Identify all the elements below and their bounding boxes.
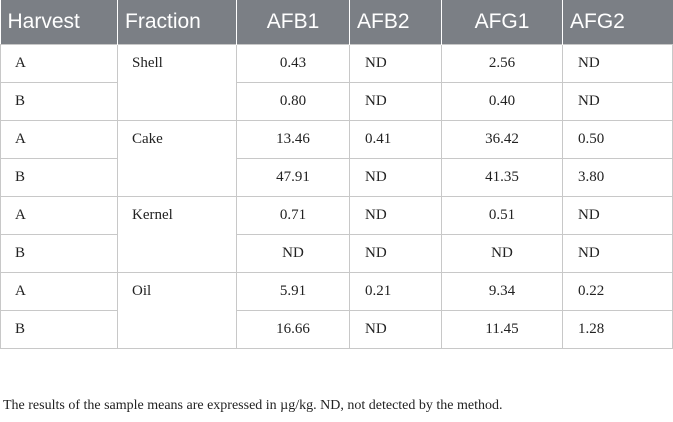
table-body: A Shell 0.43 ND 2.56 ND B 0.80 ND 0.40 N… (0, 44, 673, 349)
header-row: Harvest Fraction AFB1 AFB2 AFG1 AFG2 (0, 0, 673, 45)
table-footnote: The results of the sample means are expr… (3, 398, 503, 413)
cell-afg1: 9.34 (441, 272, 563, 311)
cell-harvest: A (0, 120, 118, 159)
cell-afg2: 0.22 (562, 272, 673, 311)
aflatoxin-table: Harvest Fraction AFB1 AFB2 AFG1 AFG2 A S… (0, 0, 673, 349)
cell-afg2: 3.80 (562, 158, 673, 197)
table-row: B 0.80 ND 0.40 ND (0, 82, 673, 121)
header-afg2: AFG2 (562, 0, 673, 45)
cell-harvest: A (0, 196, 118, 235)
cell-afb1: 16.66 (236, 310, 350, 349)
header-afb2: AFB2 (349, 0, 442, 45)
cell-fraction: Cake (117, 120, 237, 197)
cell-harvest: B (0, 158, 118, 197)
cell-harvest: A (0, 272, 118, 311)
table-row: A Shell 0.43 ND 2.56 ND (0, 44, 673, 121)
table-row: A Oil 5.91 0.21 9.34 0.22 (0, 272, 673, 349)
table-header: Harvest Fraction AFB1 AFB2 AFG1 AFG2 (0, 0, 673, 45)
header-fraction: Fraction (117, 0, 237, 45)
cell-afg2: 0.50 (562, 120, 673, 159)
cell-harvest: B (0, 234, 118, 273)
cell-afg1: 36.42 (441, 120, 563, 159)
cell-afb2: 0.21 (349, 272, 442, 311)
cell-afb1: ND (236, 234, 350, 273)
cell-afg1: 2.56 (441, 44, 563, 83)
cell-afg1: 0.40 (441, 82, 563, 121)
table-row: B ND ND ND ND (0, 234, 673, 273)
cell-afb2: ND (349, 196, 442, 235)
cell-afb2: ND (349, 158, 442, 197)
cell-afg2: ND (562, 234, 673, 273)
cell-fraction: Kernel (117, 196, 237, 273)
table-row: A Kernel 0.71 ND 0.51 ND (0, 196, 673, 273)
cell-afb2: ND (349, 234, 442, 273)
cell-afb2: ND (349, 82, 442, 121)
header-afg1: AFG1 (441, 0, 563, 45)
cell-afg1: 0.51 (441, 196, 563, 235)
cell-harvest: B (0, 82, 118, 121)
header-harvest: Harvest (0, 0, 118, 45)
cell-afg2: 1.28 (562, 310, 673, 349)
cell-harvest: A (0, 44, 118, 83)
cell-afb1: 47.91 (236, 158, 350, 197)
cell-afb1: 5.91 (236, 272, 350, 311)
cell-harvest: B (0, 310, 118, 349)
cell-afg2: ND (562, 44, 673, 83)
table-row: B 16.66 ND 11.45 1.28 (0, 310, 673, 349)
header-afb1: AFB1 (236, 0, 350, 45)
cell-afg1: 41.35 (441, 158, 563, 197)
cell-afb1: 0.71 (236, 196, 350, 235)
cell-afb2: 0.41 (349, 120, 442, 159)
cell-afb2: ND (349, 310, 442, 349)
cell-fraction: Shell (117, 44, 237, 121)
cell-afb1: 13.46 (236, 120, 350, 159)
cell-fraction: Oil (117, 272, 237, 349)
cell-afg2: ND (562, 196, 673, 235)
cell-afb1: 0.80 (236, 82, 350, 121)
cell-afb1: 0.43 (236, 44, 350, 83)
table-row: B 47.91 ND 41.35 3.80 (0, 158, 673, 197)
cell-afb2: ND (349, 44, 442, 83)
cell-afg1: 11.45 (441, 310, 563, 349)
cell-afg1: ND (441, 234, 563, 273)
cell-afg2: ND (562, 82, 673, 121)
table-row: A Cake 13.46 0.41 36.42 0.50 (0, 120, 673, 197)
